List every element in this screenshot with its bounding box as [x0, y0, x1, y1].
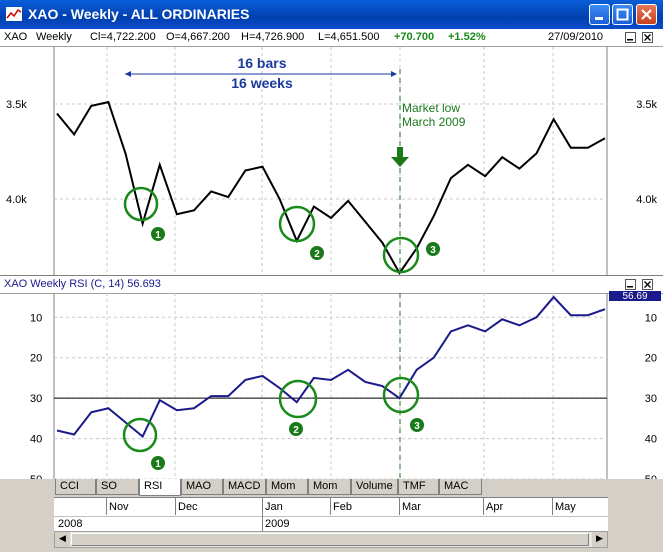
- triangle-right-icon: ▶: [596, 534, 603, 544]
- annotation-weeks: 16 weeks: [231, 75, 293, 91]
- app-chart-icon: [6, 7, 22, 21]
- svg-text:2: 2: [314, 249, 320, 260]
- price-change-pct: +1.52%: [448, 31, 486, 43]
- svg-text:1: 1: [155, 459, 161, 470]
- month-dec: Dec: [178, 501, 198, 513]
- horizontal-scrollbar[interactable]: ◀ ▶: [54, 531, 608, 548]
- pane-restore-button[interactable]: [625, 32, 636, 43]
- tab-so[interactable]: SO: [96, 479, 139, 495]
- minimize-button[interactable]: [589, 4, 610, 25]
- rsi-y-tick-left: 40: [30, 434, 42, 446]
- market-low-label: Market low: [402, 101, 460, 115]
- price-low: L=4,651.500: [318, 31, 380, 43]
- month-mar: Mar: [402, 501, 421, 513]
- rsi-circle-2: [278, 379, 318, 419]
- tab-mac[interactable]: MAC: [439, 479, 482, 495]
- pane-close-button[interactable]: [642, 32, 653, 43]
- tab-rsi[interactable]: RSI: [139, 479, 181, 496]
- restore-icon: [627, 286, 633, 288]
- price-close: Cl=4,722.200: [90, 31, 156, 43]
- rsi-y-tick-right: 30: [645, 393, 657, 405]
- scroll-left-button[interactable]: ◀: [55, 532, 70, 547]
- tab-tmf[interactable]: TMF: [398, 479, 439, 495]
- arrow-left-icon: [125, 71, 131, 77]
- rsi-y-tick-right: 40: [645, 434, 657, 446]
- price-y-tick-left: 3.5k: [6, 99, 27, 111]
- rsi-y-tick-right: 50: [645, 474, 657, 479]
- marker-badge-3: 3: [426, 242, 440, 256]
- price-change: +70.700: [394, 31, 435, 43]
- price-symbol: XAO: [4, 31, 28, 43]
- annotation-bars: 16 bars: [237, 55, 286, 71]
- price-chart: 4.0k 4.0k 3.5k 3.5k 16 bars 16 weeks Market…: [6, 47, 657, 275]
- price-date: 27/09/2010: [548, 31, 604, 43]
- svg-text:3: 3: [414, 421, 420, 432]
- svg-text:2: 2: [293, 425, 299, 436]
- tab-cci[interactable]: CCI: [55, 479, 96, 495]
- rsi-marker-badge-1: 1: [151, 456, 165, 470]
- close-icon: [644, 34, 651, 41]
- rsi-y-tick-left: 10: [30, 312, 42, 324]
- month-apr: Apr: [486, 501, 504, 513]
- rsi-chart: 50 50 40 40 30 30 20 20 10 10 56.69 1 2 3: [30, 291, 661, 479]
- low-circle-2: [278, 205, 316, 243]
- month-jan: Jan: [265, 501, 283, 513]
- maximize-icon: [616, 8, 629, 21]
- title-bar[interactable]: XAO - Weekly - ALL ORDINARIES: [0, 0, 663, 29]
- price-open: O=4,667.200: [166, 31, 230, 43]
- rsi-value-badge: [609, 291, 661, 301]
- low-circle-1: [123, 186, 159, 222]
- tab-mao[interactable]: MAO: [181, 479, 223, 495]
- rsi-y-tick-left: 30: [30, 393, 42, 405]
- arrow-right-icon: [391, 71, 397, 77]
- down-arrow-icon: [391, 147, 409, 167]
- close-icon: [644, 281, 651, 288]
- tab-mom[interactable]: Mom: [266, 479, 308, 495]
- rsi-close-button[interactable]: [642, 279, 653, 290]
- maximize-button[interactable]: [612, 4, 633, 25]
- month-nov: Nov: [109, 501, 129, 513]
- year-2008: 2008: [58, 518, 83, 530]
- rsi-series-line: [56, 295, 606, 439]
- tab-mom-2[interactable]: Mom: [308, 479, 351, 495]
- restore-icon: [627, 39, 633, 41]
- scroll-thumb[interactable]: [71, 533, 589, 546]
- rsi-circle-3: [382, 376, 420, 414]
- rsi-title: XAO Weekly RSI (C, 14) 56.693: [4, 278, 161, 290]
- minimize-icon: [595, 17, 603, 20]
- rsi-value-badge-text: 56.69: [622, 291, 647, 302]
- marker-badge-2: 2: [310, 246, 324, 260]
- price-series-line: [56, 100, 606, 275]
- month-may: May: [555, 501, 576, 513]
- close-button[interactable]: [636, 4, 657, 25]
- marker-badge-1: 1: [151, 227, 165, 241]
- rsi-restore-button[interactable]: [625, 279, 636, 290]
- rsi-y-tick-right: 10: [645, 312, 657, 324]
- time-axis: Nov Dec Jan Feb Mar Apr May 2008 2009: [54, 497, 608, 532]
- market-low-date-label: March 2009: [402, 115, 466, 129]
- price-high: H=4,726.900: [241, 31, 305, 43]
- year-2009: 2009: [265, 518, 290, 530]
- price-header: XAO Weekly Cl=4,722.200 O=4,667.200 H=4,…: [0, 29, 663, 47]
- tab-macd[interactable]: MACD: [223, 479, 266, 495]
- price-period: Weekly: [36, 31, 72, 43]
- window-title: XAO - Weekly - ALL ORDINARIES: [28, 6, 250, 22]
- rsi-y-tick-left: 20: [30, 353, 42, 365]
- rsi-y-tick-left: 50: [30, 474, 42, 479]
- svg-text:1: 1: [155, 230, 161, 241]
- rsi-y-tick-right: 20: [645, 353, 657, 365]
- month-feb: Feb: [333, 501, 352, 513]
- price-y-tick-right: 4.0k: [636, 194, 657, 206]
- close-icon: [641, 9, 652, 20]
- rsi-circle-1: [122, 417, 158, 453]
- price-y-tick-left: 4.0k: [6, 194, 27, 206]
- rsi-marker-badge-3: 3: [410, 418, 424, 432]
- svg-text:3: 3: [430, 245, 436, 256]
- tab-volume[interactable]: Volume: [351, 479, 398, 495]
- price-y-tick-right: 3.5k: [636, 99, 657, 111]
- triangle-left-icon: ◀: [59, 534, 66, 544]
- scroll-right-button[interactable]: ▶: [592, 532, 607, 547]
- low-circle-3: [382, 236, 420, 274]
- rsi-marker-badge-2: 2: [289, 422, 303, 436]
